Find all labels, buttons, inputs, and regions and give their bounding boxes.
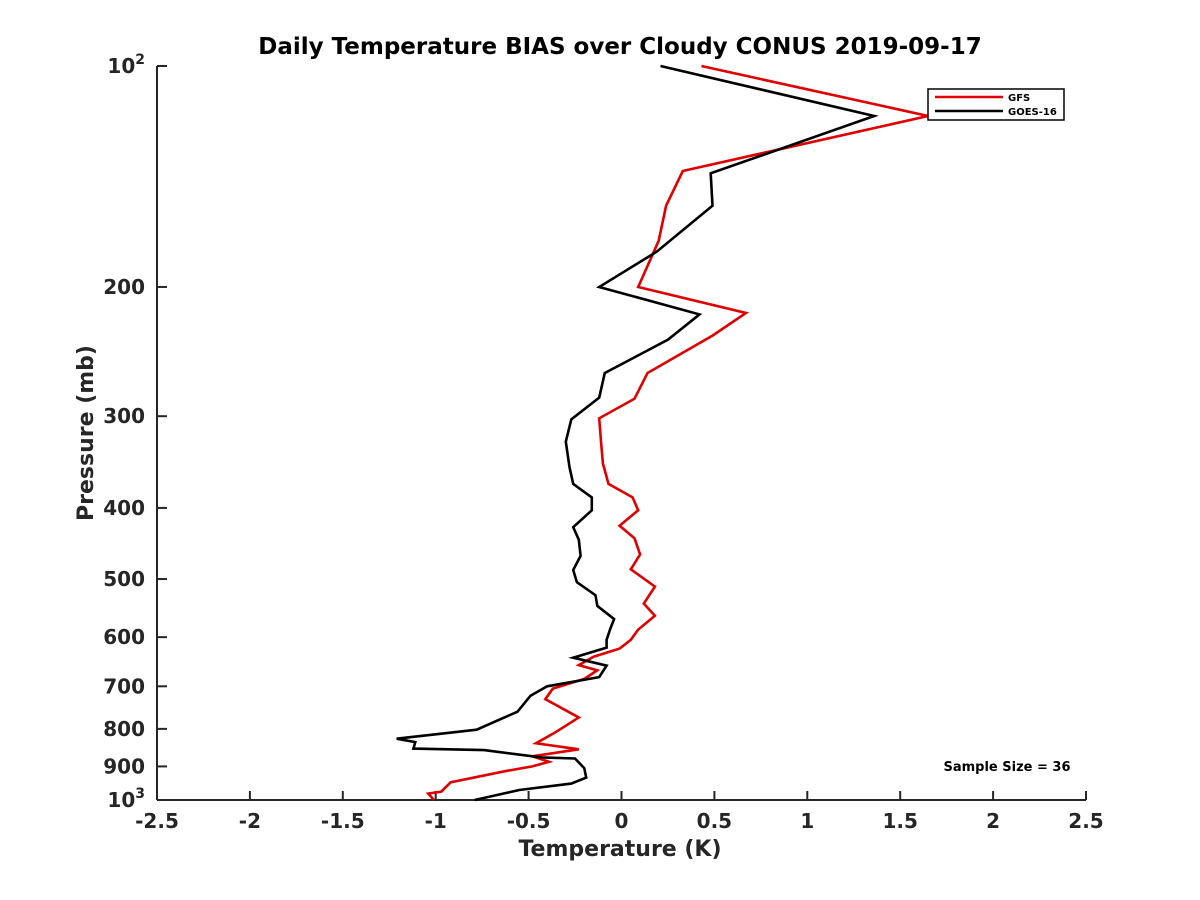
x-axis-label: Temperature (K)	[518, 837, 721, 862]
series-line-gfs	[425, 64, 929, 801]
series-group	[396, 64, 929, 802]
x-tick-label: -2.5	[135, 809, 179, 833]
y-tick-label: 800	[103, 717, 145, 741]
x-tick-label: 1.5	[882, 809, 917, 833]
y-tick-label: 600	[103, 625, 145, 649]
y-tick-label: 400	[103, 496, 145, 520]
y-tick-label: 103	[107, 786, 145, 812]
y-tick-label: 200	[103, 275, 145, 299]
legend-box	[927, 88, 1065, 121]
x-tick-label: 0.5	[697, 809, 732, 833]
x-tick-label: -0.5	[507, 809, 551, 833]
x-tick-label: 2	[986, 809, 1000, 833]
x-tick-label: -2	[239, 809, 261, 833]
y-tick-label: 500	[103, 567, 145, 591]
legend: GFS GOES-16	[927, 88, 1065, 121]
series-line-goes-16	[396, 64, 879, 802]
y-tick-label: 700	[103, 674, 145, 698]
legend-label-goes-16: GOES-16	[1008, 107, 1057, 118]
y-axis-label: Pressure (mb)	[74, 345, 99, 521]
y-tick-label: 900	[103, 754, 145, 778]
x-tick-label: 1	[800, 809, 814, 833]
y-tick-label: 102	[107, 52, 145, 78]
y-tick-exponent: 2	[135, 52, 145, 68]
legend-label-gfs: GFS	[1008, 93, 1030, 104]
x-tick-label: -1	[425, 809, 447, 833]
axes: -2.5 -2 -1.5 -1 -0.5 0 0.5 1 1.5 2 2.5102200300400…	[103, 52, 1103, 833]
y-tick-base: 10	[107, 788, 135, 812]
x-tick-label: 0	[615, 809, 629, 833]
sample-size-annotation: Sample Size = 36	[943, 760, 1070, 775]
y-tick-label: 300	[103, 404, 145, 428]
x-tick-label: -1.5	[321, 809, 365, 833]
y-tick-exponent: 3	[135, 786, 145, 802]
chart-title: Daily Temperature BIAS over Cloudy CONUS…	[258, 34, 981, 60]
x-tick-label: 2.5	[1068, 809, 1103, 833]
y-tick-base: 10	[107, 54, 135, 78]
